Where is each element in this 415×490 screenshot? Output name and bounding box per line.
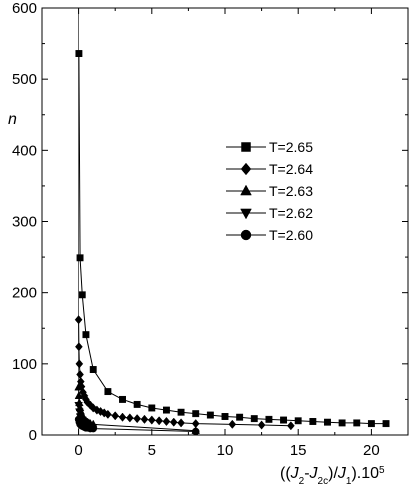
- y-tick-label: 0: [29, 427, 37, 444]
- data-point: [324, 418, 331, 426]
- x-tick-label: 5: [148, 442, 156, 459]
- data-point: [309, 418, 317, 425]
- data-point: [74, 401, 83, 410]
- data-point: [125, 413, 134, 423]
- x-tick-label: 0: [74, 442, 82, 459]
- data-point: [287, 421, 295, 431]
- data-point: [104, 409, 112, 419]
- data-point: [191, 427, 200, 436]
- legend-marker: [240, 184, 252, 196]
- legend-marker: [240, 208, 252, 220]
- data-point: [206, 411, 214, 419]
- data-point: [367, 420, 375, 428]
- y-tick-label: 100: [12, 356, 37, 373]
- data-point: [236, 413, 244, 421]
- data-point: [75, 50, 83, 57]
- plot-border: [41, 7, 409, 436]
- data-point: [250, 415, 258, 423]
- data-point: [162, 416, 171, 427]
- data-point: [111, 411, 120, 421]
- legend-label: T=2.64: [269, 161, 313, 177]
- data-point: [75, 342, 83, 352]
- legend-item: T=2.64: [226, 161, 313, 177]
- data-point: [148, 404, 156, 412]
- series-diamond: [74, 315, 295, 431]
- legend-label: T=2.62: [269, 205, 313, 221]
- data-point: [169, 417, 178, 427]
- data-point: [133, 400, 141, 408]
- data-point: [76, 369, 84, 380]
- y-tick-label: 200: [12, 285, 37, 302]
- data-point: [75, 359, 84, 369]
- y-tick-label: 600: [12, 0, 37, 17]
- y-tick-label: 300: [12, 214, 37, 231]
- y-tick-label: 500: [12, 71, 37, 88]
- data-point: [280, 416, 288, 424]
- legend-label: T=2.65: [269, 139, 313, 155]
- legend-item: T=2.60: [226, 227, 313, 243]
- data-point: [89, 403, 98, 413]
- data-point: [74, 315, 83, 325]
- data-point: [133, 414, 142, 424]
- x-tick-label: 10: [217, 442, 234, 459]
- series-line: [78, 319, 291, 427]
- data-point: [82, 331, 90, 339]
- data-point: [382, 420, 390, 428]
- x-tick-label: 20: [363, 442, 380, 459]
- legend-label: T=2.60: [269, 227, 313, 243]
- data-point: [76, 254, 84, 262]
- legend-item: T=2.65: [226, 139, 313, 155]
- data-point: [177, 408, 185, 416]
- series-circle: [74, 415, 200, 436]
- legend-marker: [241, 142, 251, 152]
- data-point: [89, 424, 98, 433]
- data-point: [353, 419, 361, 427]
- data-point: [338, 419, 346, 427]
- plot-frame: [41, 7, 409, 436]
- data-point: [162, 406, 170, 414]
- data-point: [119, 395, 126, 403]
- data-point: [192, 410, 200, 418]
- data-point: [147, 415, 156, 425]
- data-point: [89, 366, 97, 373]
- data-point: [118, 412, 127, 422]
- y-axis-label: n: [8, 111, 17, 128]
- data-point: [257, 420, 266, 430]
- x-tick-label: 15: [290, 442, 307, 459]
- legend-item: T=2.62: [226, 205, 313, 221]
- legend-marker: [240, 162, 252, 176]
- legend-item: T=2.63: [226, 183, 313, 199]
- axis-ticks: 0 100 200 300 400 500 600 0 5 10 15 20: [12, 0, 409, 459]
- series-line: [78, 53, 387, 425]
- data-point: [86, 400, 95, 410]
- series-square: [75, 50, 390, 428]
- x-axis-label: ((J2-J2c)/J1).105: [280, 465, 385, 487]
- data-point: [104, 388, 112, 396]
- data-point: [177, 418, 185, 428]
- data-point: [78, 291, 86, 299]
- data-point: [265, 415, 273, 423]
- series-layer: [74, 50, 390, 436]
- data-point: [75, 408, 84, 417]
- data-point: [294, 417, 302, 425]
- data-point: [140, 414, 149, 424]
- data-point: [74, 382, 83, 391]
- data-point: [221, 413, 229, 420]
- legend: T=2.65 T=2.64 T=2.63 T=2.62 T=2.60: [226, 139, 313, 243]
- y-tick-label: 400: [12, 142, 37, 159]
- data-point: [74, 391, 84, 399]
- data-point: [228, 419, 237, 429]
- legend-marker: [240, 229, 252, 241]
- legend-label: T=2.63: [269, 183, 313, 199]
- data-point: [155, 416, 163, 426]
